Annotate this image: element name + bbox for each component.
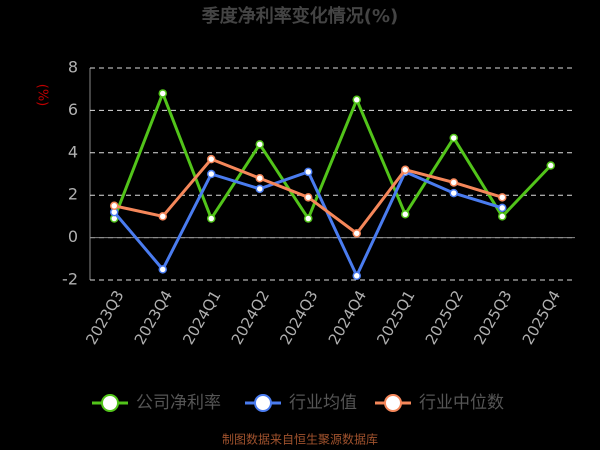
x-tick-label: 2025Q2 [422,287,467,348]
series-line [112,89,552,222]
x-tick-label: 2024Q2 [228,287,273,348]
data-point [207,214,216,223]
data-point [449,188,458,198]
x-tick-label: 2024Q3 [276,287,321,348]
source-note: 制图数据来自恒生聚源数据库 [222,432,378,447]
data-point [207,154,216,164]
data-point [401,165,410,175]
y-tick-label: 0 [68,227,78,246]
data-point [207,169,216,179]
y-tick-label: 6 [68,100,78,119]
data-point [352,95,361,105]
data-point [498,193,507,202]
data-point [352,229,361,238]
data-point [304,193,313,202]
data-point [158,212,167,221]
x-tick-label: 2024Q4 [325,287,370,348]
data-point [498,203,507,213]
legend-marker [384,394,402,412]
series-line [113,169,503,280]
x-tick-label: 2025Q1 [373,287,418,348]
data-point [449,178,458,187]
chart-title: 季度净利率变化情况(%) [202,5,399,27]
data-point [110,201,119,211]
x-tick-label: 2025Q4 [519,287,564,348]
legend-label: 行业均值 [289,393,357,413]
x-tick-label: 2025Q3 [470,287,515,348]
data-point [255,184,264,194]
y-tick-label: 8 [68,58,78,77]
x-tick-label: 2023Q4 [131,287,176,348]
data-point [255,140,264,149]
data-point [401,210,410,219]
y-tick-label: 4 [68,142,78,161]
data-point [255,173,264,183]
data-point [158,89,167,98]
data-point [304,167,313,177]
x-tick-label: 2024Q1 [179,287,224,348]
data-point [304,214,313,223]
data-point [449,133,458,143]
data-point [498,212,507,221]
y-axis-label: (%) [35,84,50,107]
data-point [352,271,361,281]
legend-label: 公司净利率 [136,393,221,413]
y-tick-label: -2 [62,270,78,289]
y-tick-label: 2 [68,185,78,204]
legend-marker [254,394,272,412]
x-tick-label: 2023Q3 [82,287,127,348]
data-point [546,161,555,170]
legend-marker [101,394,119,412]
legend-label: 行业中位数 [419,393,504,413]
data-point [158,265,167,274]
